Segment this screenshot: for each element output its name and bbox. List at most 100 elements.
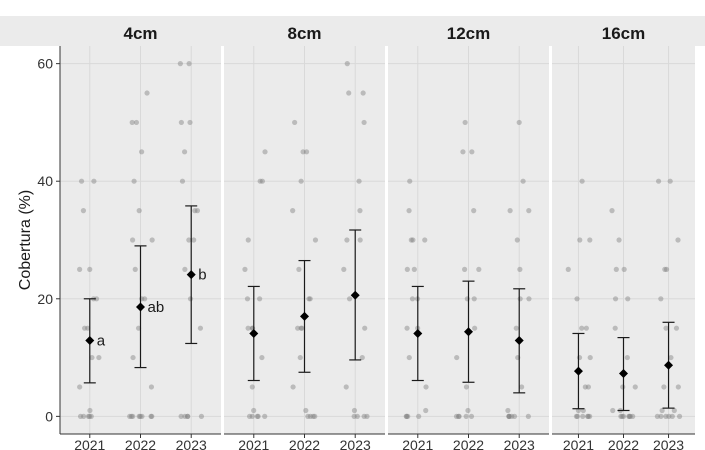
data-point: [613, 266, 619, 272]
data-point: [303, 407, 309, 414]
data-point: [290, 208, 296, 214]
data-point: [306, 296, 312, 302]
data-point: [505, 407, 511, 414]
data-point: [137, 413, 143, 419]
data-point: [472, 325, 478, 331]
data-point: [612, 296, 619, 302]
data-point: [517, 266, 523, 272]
data-point: [517, 296, 523, 302]
data-point: [404, 266, 410, 272]
data-point: [407, 178, 413, 184]
data-point: [616, 237, 622, 243]
data-point: [620, 413, 627, 419]
data-point: [612, 325, 618, 331]
data-point: [587, 354, 593, 361]
data-point: [357, 208, 363, 214]
mean-marker: [136, 302, 145, 312]
data-point: [86, 413, 93, 419]
data-point: [587, 413, 593, 419]
mean-marker: [464, 327, 473, 337]
data-point: [85, 413, 92, 419]
data-point: [246, 413, 253, 419]
data-point: [630, 413, 636, 419]
data-point: [620, 384, 626, 390]
data-point: [406, 208, 412, 214]
data-point: [177, 61, 183, 67]
plot-layer: 4cm 2021 2022 2023 a ab b 8cm 2021 2022 2023 12cm 20…: [0, 16, 705, 450]
data-point: [516, 119, 522, 126]
data-point: [91, 178, 97, 184]
data-point: [351, 407, 358, 414]
data-point: [93, 296, 100, 302]
data-point: [343, 384, 349, 390]
data-point: [580, 413, 586, 419]
data-point: [128, 413, 134, 419]
x-tick-label: 2022: [289, 437, 320, 450]
data-point: [526, 296, 532, 302]
data-point: [312, 237, 319, 243]
data-point: [187, 119, 193, 126]
significance-letter: b: [198, 267, 206, 284]
x-tick-label: 2023: [653, 437, 684, 450]
data-point: [625, 296, 631, 302]
data-point: [463, 384, 470, 390]
data-point: [463, 413, 469, 419]
data-point: [409, 296, 416, 302]
data-point: [344, 237, 350, 243]
data-point: [403, 413, 409, 419]
data-point: [668, 354, 674, 361]
data-point: [422, 237, 428, 243]
data-point: [663, 325, 669, 331]
data-point: [255, 413, 261, 419]
data-point: [298, 325, 304, 331]
data-point: [565, 266, 571, 272]
data-point: [245, 325, 251, 331]
data-point: [671, 407, 677, 414]
data-point: [506, 413, 512, 419]
data-point: [298, 178, 304, 184]
data-point: [178, 413, 184, 419]
data-point: [310, 413, 316, 419]
data-point: [627, 413, 633, 419]
data-point: [610, 407, 616, 414]
data-point: [658, 296, 664, 302]
data-point: [245, 237, 251, 243]
data-point: [149, 413, 155, 419]
data-point: [626, 413, 633, 419]
data-point: [198, 413, 205, 419]
data-point: [408, 237, 414, 243]
data-point: [290, 384, 296, 390]
data-point: [81, 413, 87, 419]
data-point: [576, 354, 583, 361]
data-point: [312, 413, 318, 419]
data-point: [455, 413, 462, 419]
y-tick-label: 40: [37, 173, 53, 189]
data-point: [299, 325, 305, 331]
x-tick-label: 2021: [402, 437, 433, 450]
facet-label: 4cm: [123, 24, 157, 43]
data-point: [462, 119, 468, 126]
mean-marker: [85, 336, 95, 346]
data-point: [585, 384, 592, 390]
data-point: [191, 237, 197, 243]
data-point: [262, 149, 268, 155]
data-point: [364, 413, 370, 419]
data-point: [513, 325, 519, 331]
data-point: [186, 61, 192, 67]
data-point: [341, 266, 347, 272]
data-point: [587, 237, 593, 243]
data-point: [525, 413, 531, 419]
data-point: [139, 149, 145, 155]
mean-marker: [514, 336, 524, 346]
data-point: [662, 266, 668, 272]
data-point: [259, 178, 265, 184]
data-point: [579, 178, 585, 184]
x-tick-label: 2021: [563, 437, 594, 450]
x-tick-label: 2021: [238, 437, 269, 450]
data-point: [423, 407, 429, 414]
data-point: [659, 407, 665, 414]
significance-letter: a: [97, 333, 106, 350]
data-point: [249, 413, 255, 419]
data-point: [136, 413, 142, 419]
